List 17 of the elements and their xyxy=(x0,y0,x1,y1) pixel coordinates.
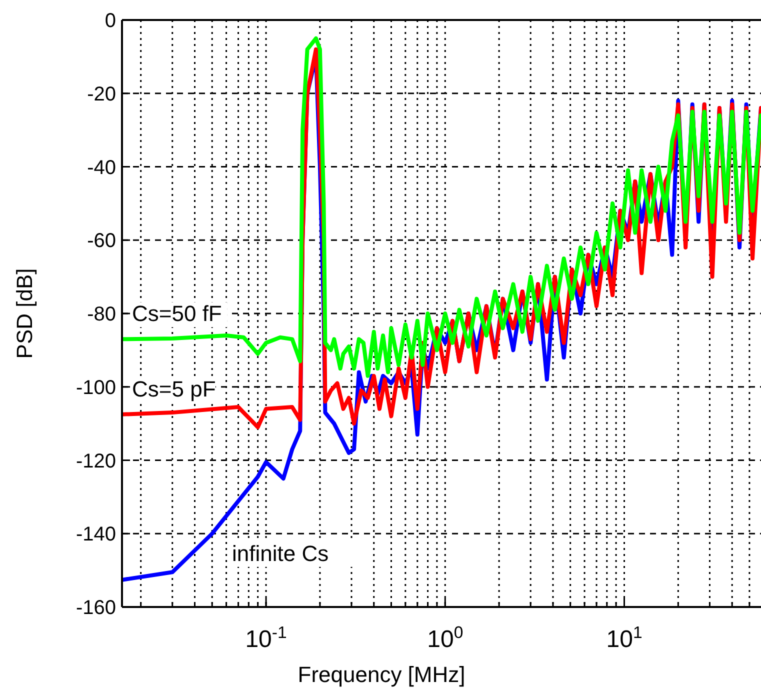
y-axis-title: PSD [dB] xyxy=(12,268,37,359)
y-tick-label: -40 xyxy=(87,156,116,179)
series-label: Cs=50 fF xyxy=(132,301,222,326)
y-tick-label: -100 xyxy=(76,376,116,399)
x-tick-label: 10$^{0}$ xyxy=(427,622,464,653)
y-tick-label: -20 xyxy=(87,83,116,106)
y-tick-label: -60 xyxy=(87,230,116,252)
series-label: Cs=5 pF xyxy=(132,376,216,402)
y-tick-label: -140 xyxy=(76,524,116,546)
x-tick-label: 10$^{-1}$ xyxy=(245,622,287,653)
y-tick-label: -80 xyxy=(87,304,116,326)
x-tick-label: 10$^{1}$ xyxy=(606,622,642,653)
y-tick-label: -120 xyxy=(76,450,116,472)
series-label: infinite Cs xyxy=(232,540,329,566)
x-axis-title: Frequency [MHz] xyxy=(298,662,466,687)
y-tick-label: -160 xyxy=(76,597,116,619)
y-tick-label: 0 xyxy=(104,10,116,32)
